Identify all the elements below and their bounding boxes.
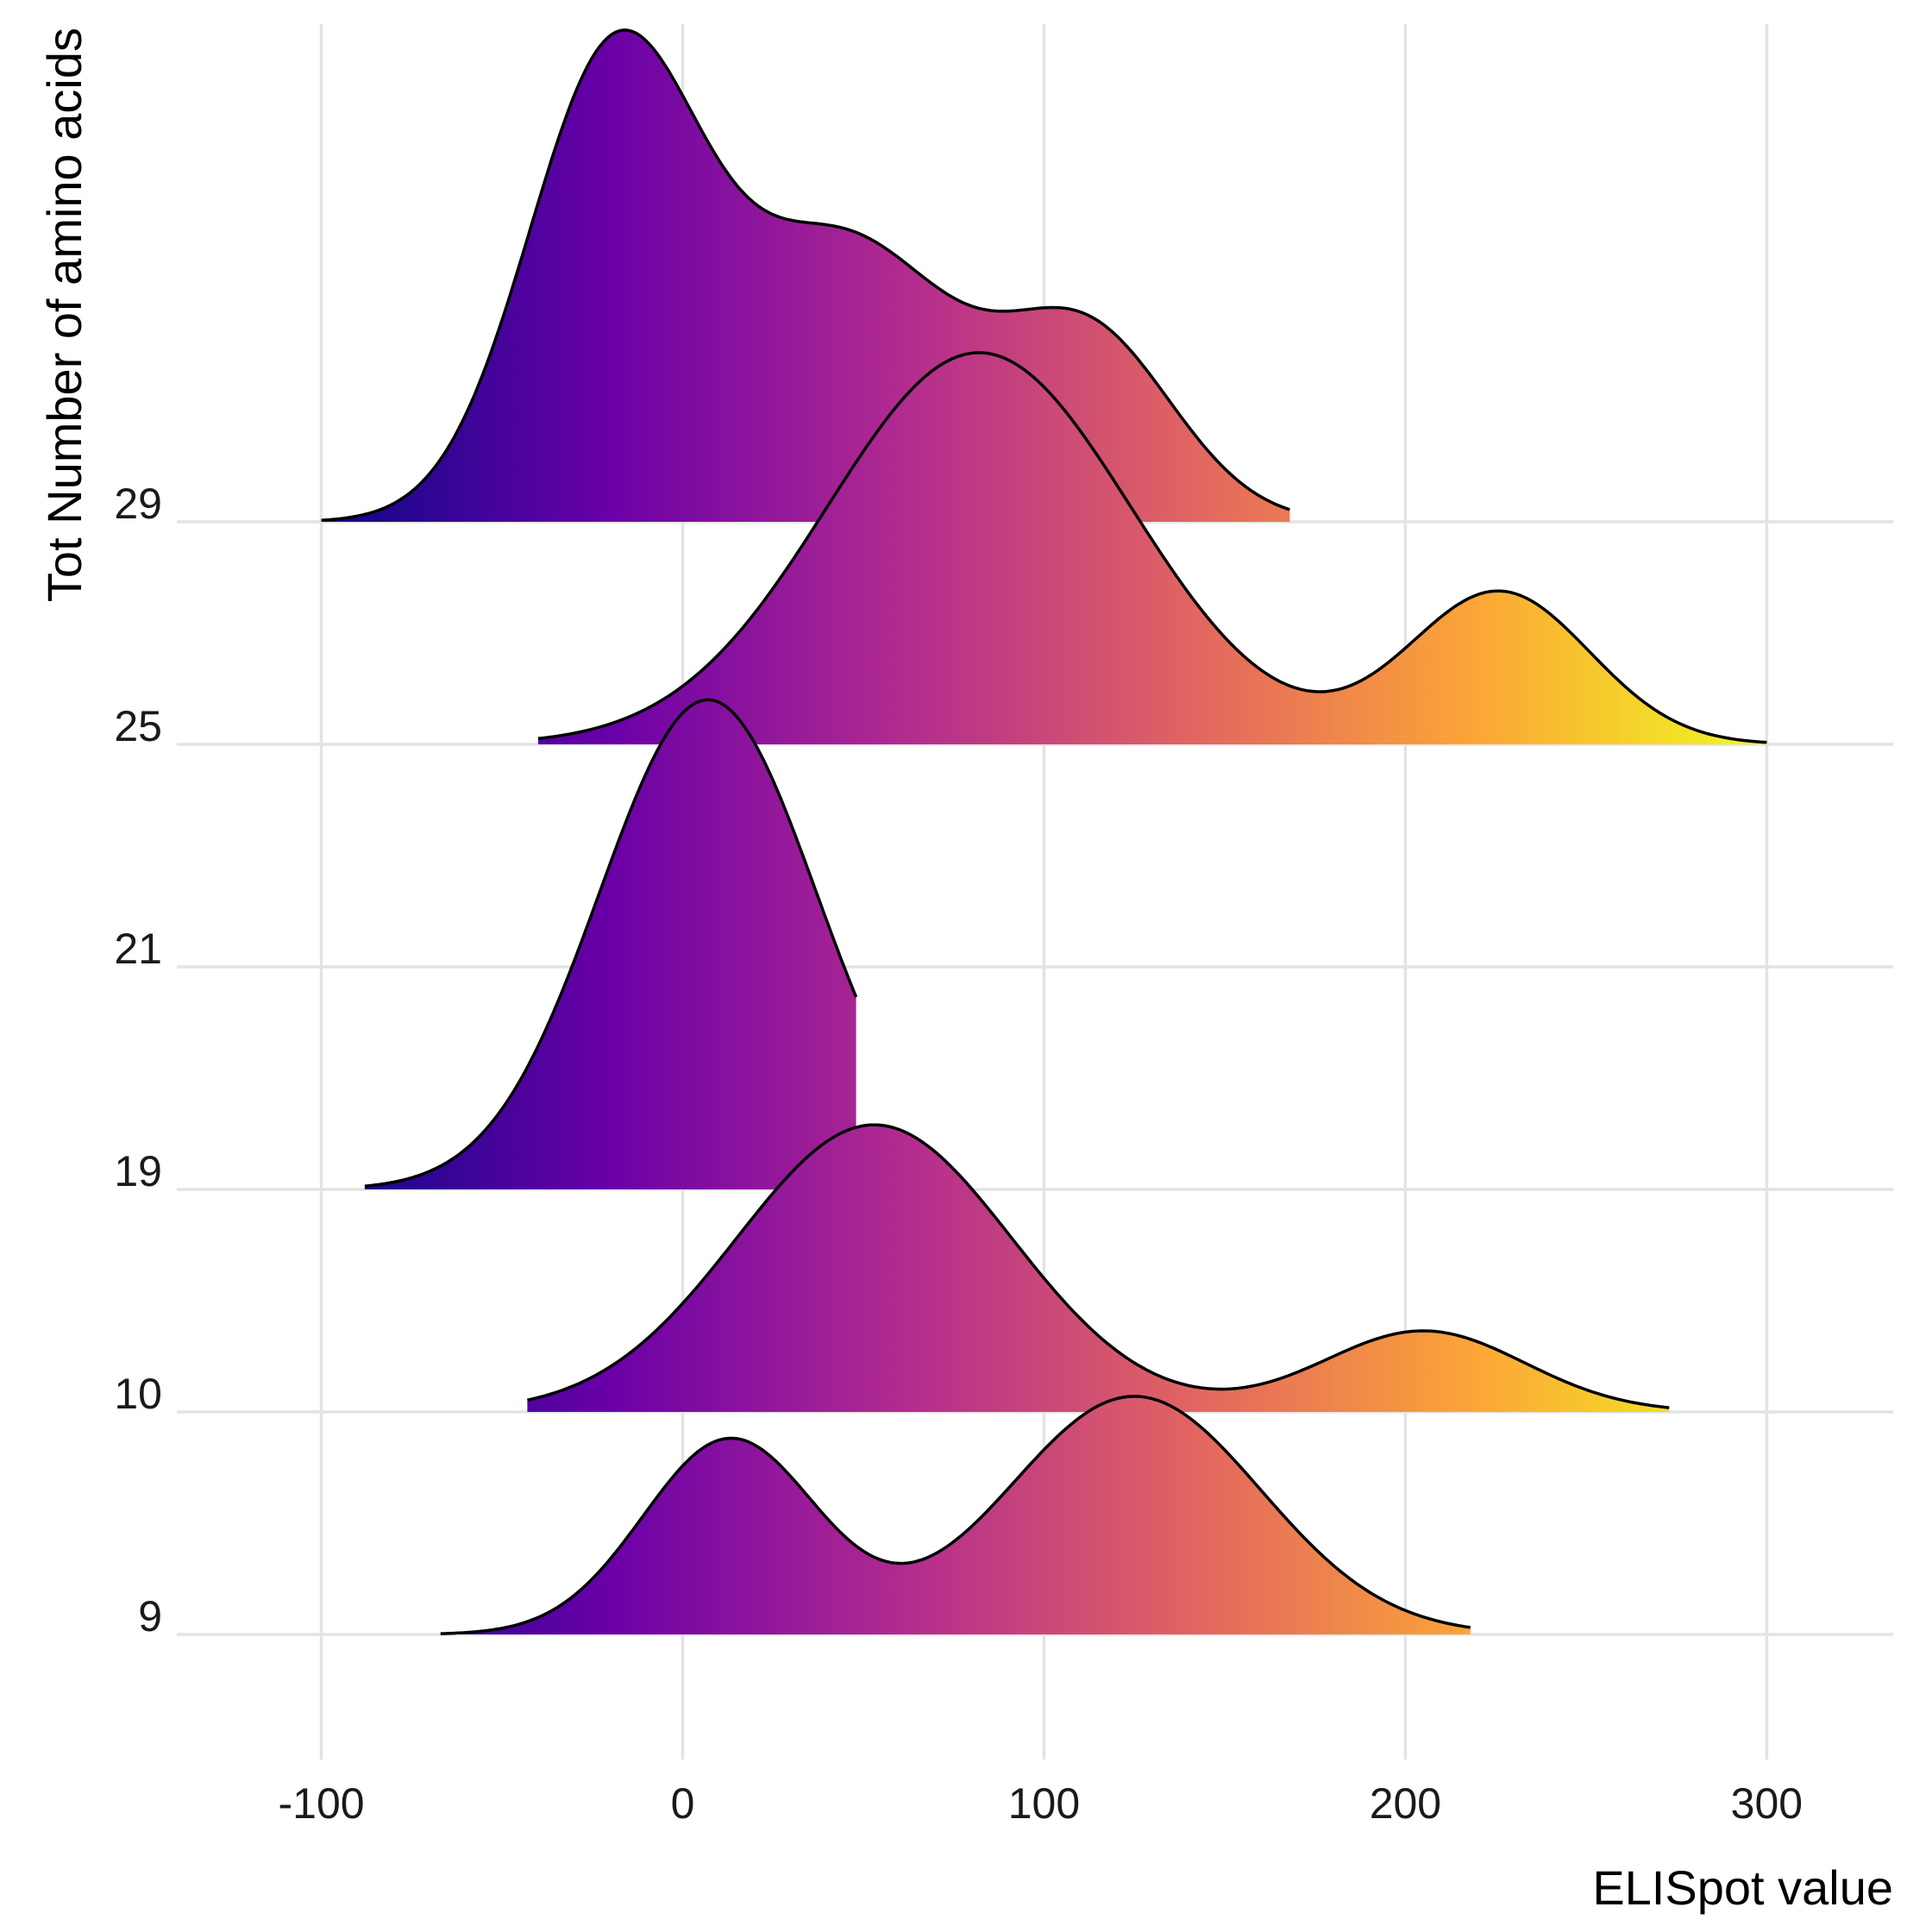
ridge-25 [537, 351, 1767, 744]
ridge-29 [321, 28, 1290, 523]
ridge-outline-9 [440, 1395, 1471, 1635]
ridge-10 [527, 1123, 1670, 1412]
y-tick-label: 10 [114, 1370, 162, 1418]
ridge-fill-9 [440, 1396, 1471, 1634]
ridge-outline-29 [321, 28, 1290, 522]
y-tick-label: 25 [114, 702, 162, 750]
ridges [321, 28, 1767, 1635]
ridge-fill-19 [364, 699, 856, 1189]
x-axis-title: ELISpot value [1592, 1860, 1893, 1915]
y-axis-ticks: 9 10 19 21 25 29 [114, 480, 162, 1640]
ridge-19 [364, 698, 858, 1189]
x-tick-label: 0 [671, 1779, 695, 1828]
y-tick-label: 9 [138, 1592, 162, 1640]
y-axis-title: Tot Number of amino acids [37, 28, 91, 602]
y-tick-label: 19 [114, 1147, 162, 1195]
x-tick-label: 200 [1370, 1779, 1441, 1828]
ridge-outline-10 [527, 1123, 1670, 1409]
ridge-outline-19 [364, 698, 858, 1188]
ridge-fill-29 [321, 29, 1290, 523]
x-tick-label: 100 [1008, 1779, 1080, 1828]
ridge-fill-25 [537, 352, 1767, 744]
y-tick-label: 21 [114, 925, 162, 973]
ridge-outline-25 [537, 351, 1767, 744]
ridge-fill-10 [527, 1125, 1670, 1412]
x-tick-label: -100 [279, 1779, 365, 1828]
ridge-9 [440, 1395, 1471, 1635]
y-tick-label: 29 [114, 480, 162, 528]
x-axis-ticks: -100 0 100 200 300 [279, 1779, 1803, 1828]
x-tick-label: 300 [1731, 1779, 1803, 1828]
